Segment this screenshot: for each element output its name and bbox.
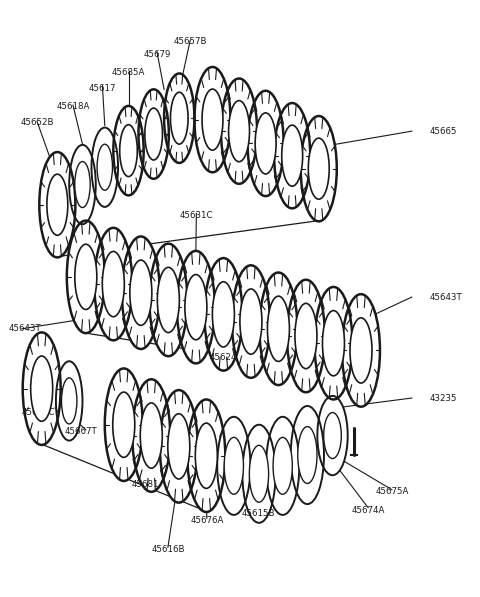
Ellipse shape [61,378,77,424]
Ellipse shape [132,379,170,492]
Ellipse shape [195,423,217,488]
Ellipse shape [350,318,372,383]
Ellipse shape [298,427,317,484]
Ellipse shape [185,275,207,340]
Ellipse shape [102,251,124,316]
Ellipse shape [228,101,250,162]
Ellipse shape [187,399,225,512]
Ellipse shape [67,221,105,333]
Ellipse shape [202,89,223,150]
Ellipse shape [92,128,118,207]
Ellipse shape [255,113,276,174]
Ellipse shape [295,303,317,368]
Text: 45665: 45665 [430,127,457,136]
Ellipse shape [242,424,276,523]
Ellipse shape [260,273,298,385]
Ellipse shape [120,125,137,177]
Ellipse shape [291,406,324,504]
Ellipse shape [97,144,112,190]
Ellipse shape [113,392,135,457]
Ellipse shape [221,79,257,184]
Text: 45681: 45681 [132,480,159,490]
Text: 45617: 45617 [89,84,116,93]
Text: 45643T: 45643T [430,293,463,301]
Ellipse shape [317,396,348,475]
Ellipse shape [308,138,329,199]
Ellipse shape [232,265,270,378]
Ellipse shape [31,356,53,421]
Ellipse shape [323,310,345,376]
Text: 45674A: 45674A [351,506,385,515]
Ellipse shape [23,333,60,445]
Ellipse shape [168,414,190,479]
Text: 43235: 43235 [430,393,457,402]
Ellipse shape [273,438,292,494]
Ellipse shape [157,267,180,333]
Ellipse shape [75,244,97,309]
Text: 45624C: 45624C [22,408,55,417]
Text: 45618A: 45618A [56,102,90,111]
Ellipse shape [69,145,96,224]
Ellipse shape [240,289,262,354]
Ellipse shape [212,282,234,347]
Ellipse shape [324,413,341,458]
Text: 45624: 45624 [210,353,237,362]
Ellipse shape [138,90,169,179]
Ellipse shape [160,390,198,503]
Ellipse shape [314,287,352,399]
Ellipse shape [56,361,83,441]
Ellipse shape [217,417,251,515]
Ellipse shape [170,93,188,144]
Text: 45657B: 45657B [173,38,207,47]
Ellipse shape [224,438,243,494]
Ellipse shape [95,228,132,340]
Text: 45679: 45679 [144,50,171,59]
Ellipse shape [75,162,90,208]
Ellipse shape [177,251,215,364]
Ellipse shape [301,116,337,221]
Ellipse shape [39,152,75,257]
Text: 45652B: 45652B [20,118,54,127]
Ellipse shape [267,296,289,361]
Text: 45667T: 45667T [65,427,97,436]
Text: 45675A: 45675A [375,488,408,497]
Ellipse shape [105,368,143,481]
Ellipse shape [282,125,303,186]
Ellipse shape [149,244,187,356]
Text: 45676A: 45676A [190,516,224,525]
Ellipse shape [204,258,242,371]
Ellipse shape [145,108,162,160]
Ellipse shape [164,73,194,163]
Text: 45631C: 45631C [180,211,213,220]
Ellipse shape [274,103,310,208]
Text: 45685A: 45685A [112,67,145,76]
Text: 45615B: 45615B [241,509,275,518]
Ellipse shape [140,403,162,468]
Ellipse shape [248,91,284,196]
Ellipse shape [130,260,152,325]
Text: 45643T: 45643T [9,324,41,333]
Ellipse shape [47,174,68,235]
Ellipse shape [342,294,380,407]
Ellipse shape [194,67,230,173]
Ellipse shape [113,106,144,195]
Ellipse shape [122,236,160,349]
Ellipse shape [249,445,269,502]
Text: 45616B: 45616B [151,545,185,554]
Ellipse shape [287,280,325,392]
Ellipse shape [266,417,300,515]
